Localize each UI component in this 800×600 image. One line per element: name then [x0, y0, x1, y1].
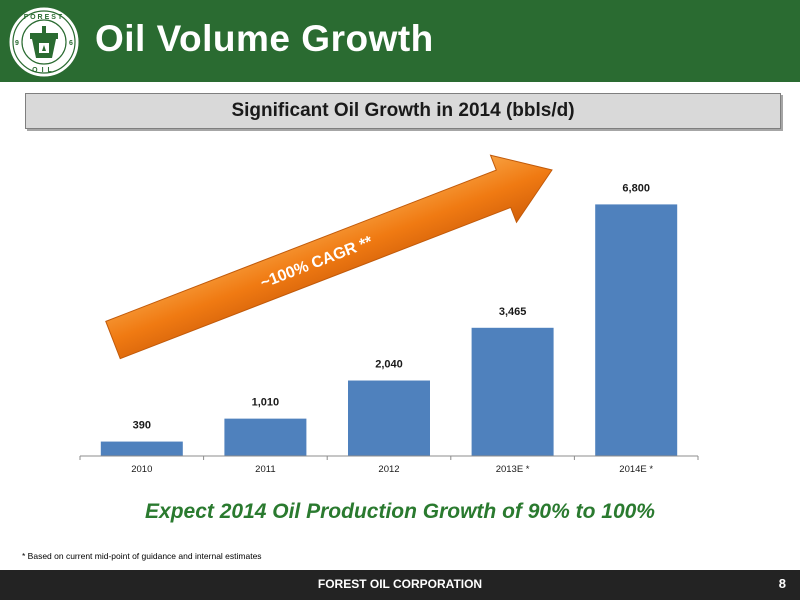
bar-value-label: 2,040 [375, 359, 403, 371]
logo-text-bottom: OIL [32, 67, 56, 74]
logo-digit-left: 9 [15, 40, 19, 47]
chart-title: Significant Oil Growth in 2014 (bbls/d) [231, 100, 575, 121]
x-tick-label: 2012 [378, 464, 399, 475]
page-number: 8 [778, 576, 786, 591]
bar-2010 [100, 441, 183, 456]
x-tick-label: 2010 [131, 464, 152, 475]
x-tick-label: 2014E * [619, 464, 653, 475]
bar-2014e [595, 204, 678, 456]
logo-text-top: FOREST [24, 14, 64, 21]
footer-bar: FOREST OIL CORPORATION 8 [0, 570, 800, 600]
conclusion-text: Expect 2014 Oil Production Growth of 90%… [145, 500, 655, 523]
header-bar: FOREST OIL 9 6 Oil Volume Growth [0, 0, 800, 82]
bar-value-label: 3,465 [499, 306, 527, 318]
x-tick-label: 2013E * [496, 464, 530, 475]
bar-2011 [224, 418, 307, 456]
page-title: Oil Volume Growth [95, 18, 434, 59]
chart-title-box: Significant Oil Growth in 2014 (bbls/d) [25, 93, 781, 129]
bar-value-label: 6,800 [622, 182, 650, 194]
bar-value-label: 390 [133, 420, 151, 432]
x-tick-label: 2011 [255, 464, 275, 475]
oil-growth-bar-chart: 390 1,010 2,040 3,465 6,800 2010 2011 2012 2013… [79, 154, 699, 475]
bar-2013e [471, 327, 554, 456]
forest-oil-logo: FOREST OIL 9 6 [8, 6, 80, 78]
bar-value-label: 1,010 [252, 397, 280, 409]
footnote: * Based on current mid-point of guidance… [22, 551, 262, 561]
arrow-shape [105, 154, 553, 360]
footer-company: FOREST OIL CORPORATION [317, 577, 483, 591]
bar-2012 [348, 380, 430, 456]
logo-digit-right: 6 [69, 40, 73, 47]
